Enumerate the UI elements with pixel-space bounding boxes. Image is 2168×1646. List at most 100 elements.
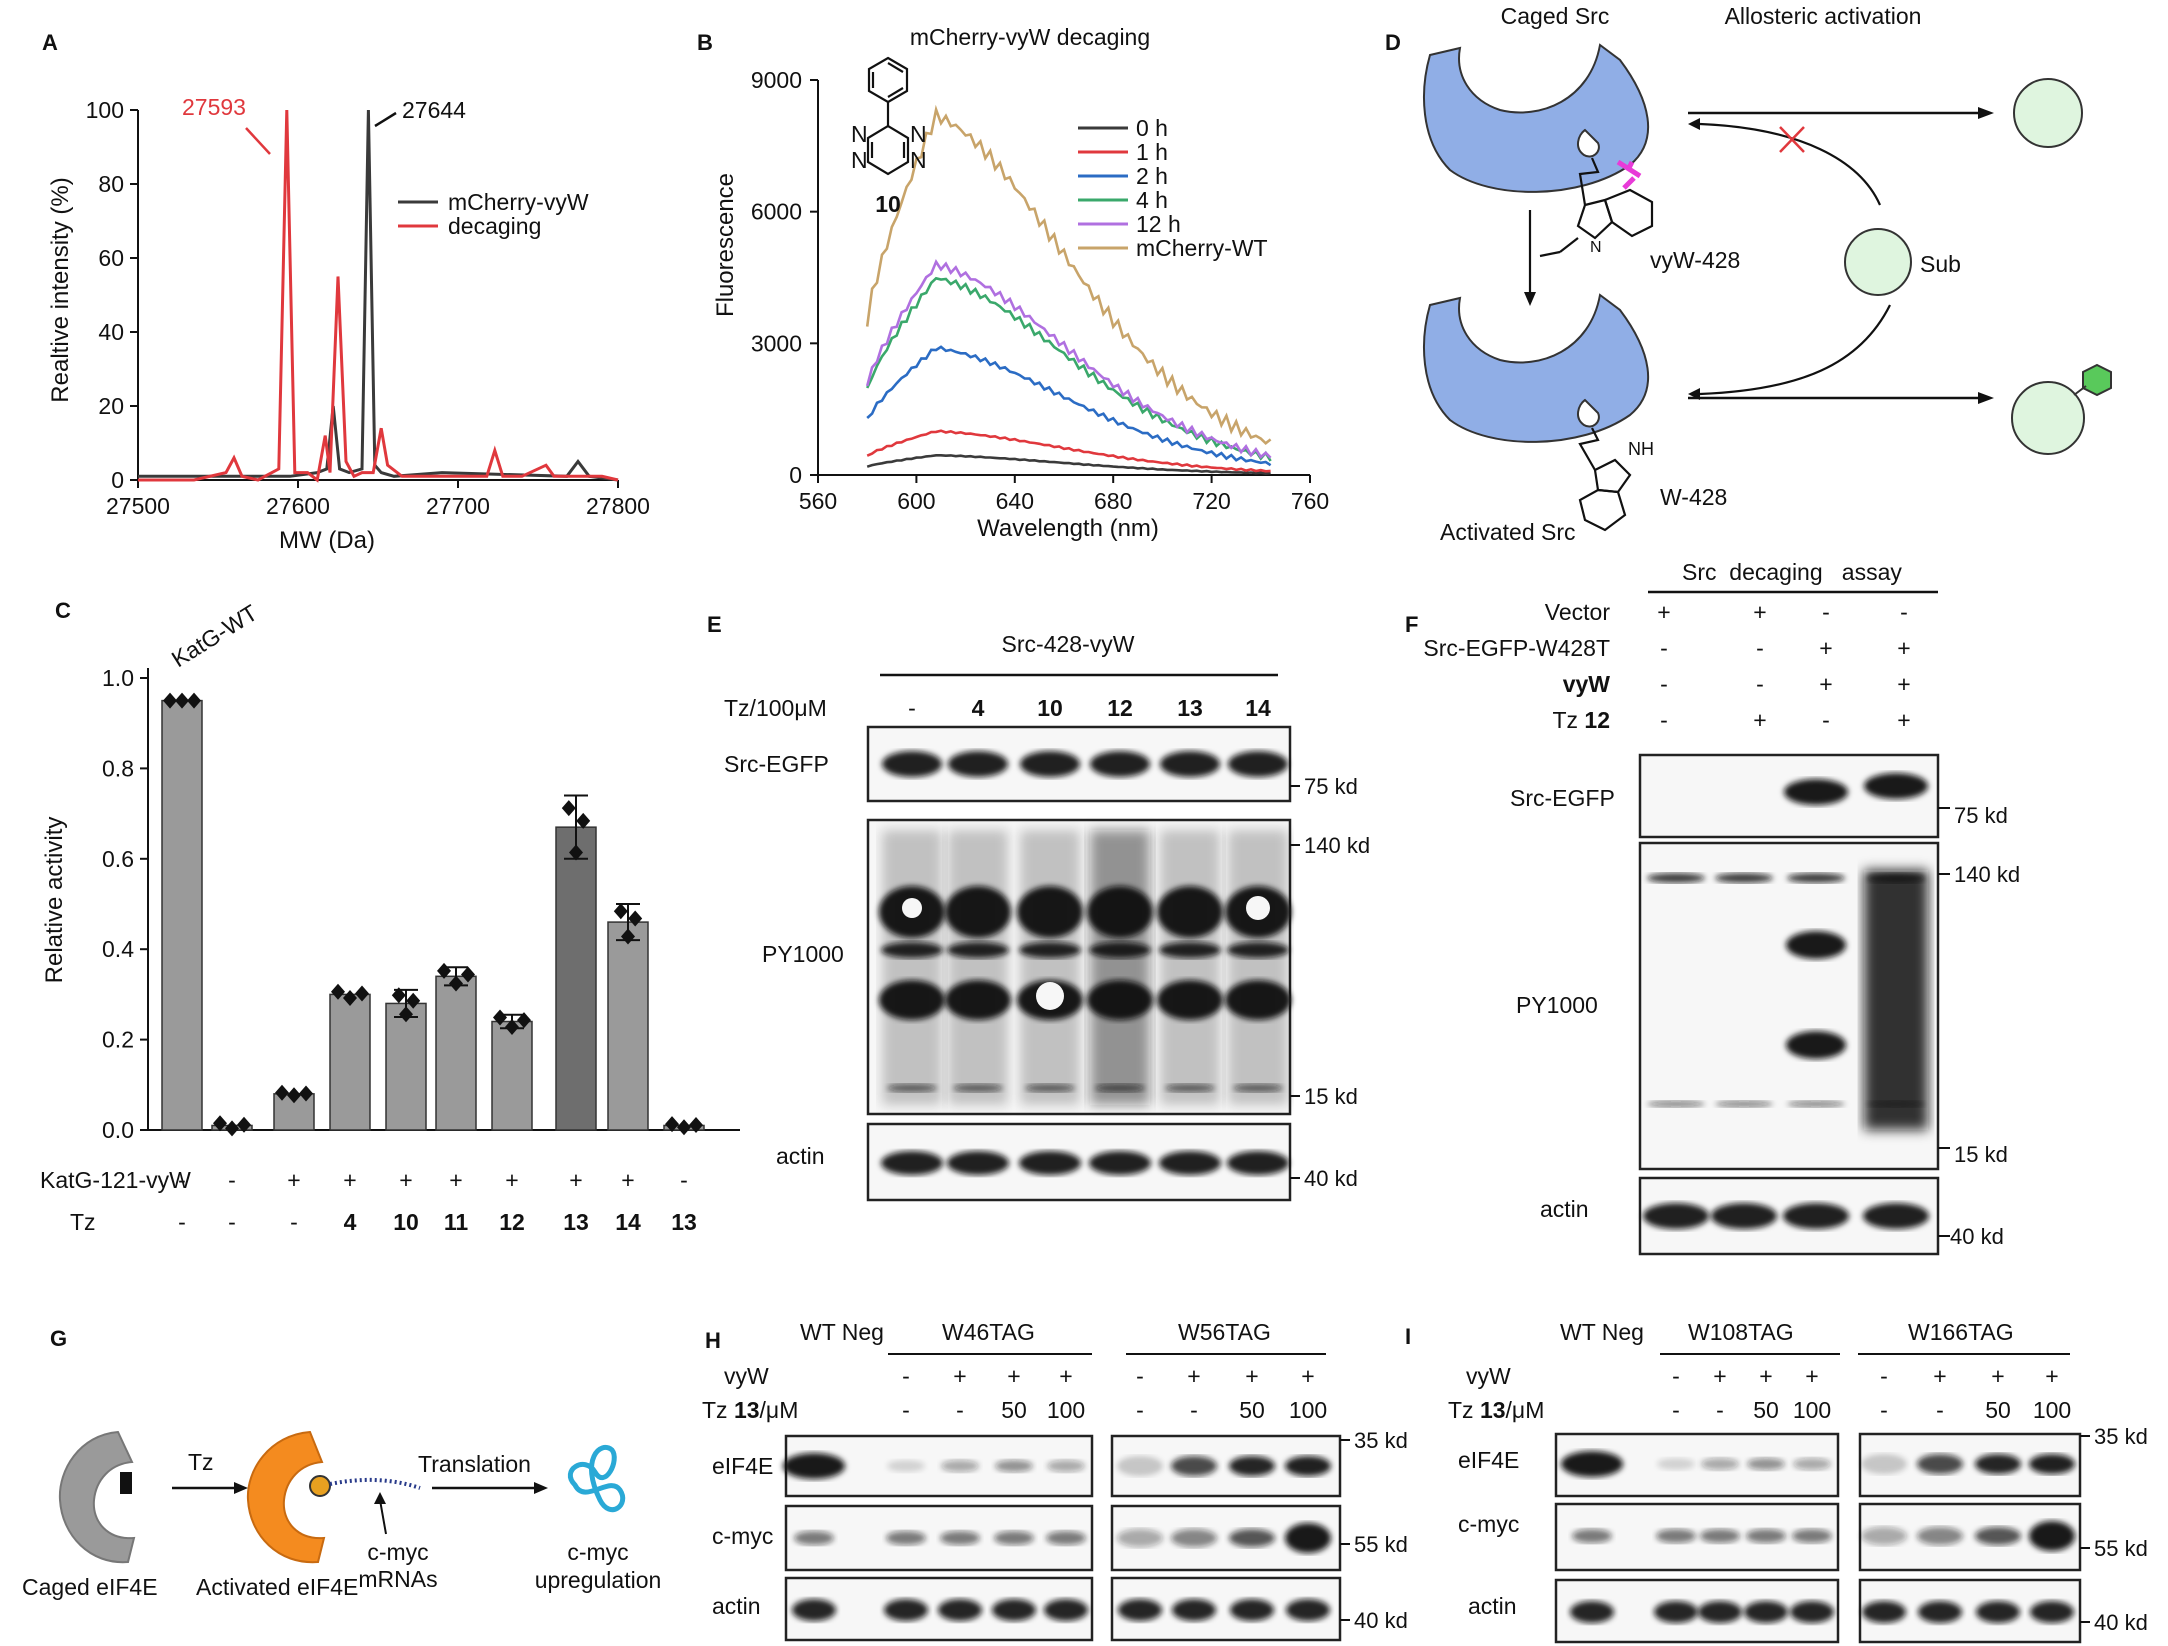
condition-symbol: - bbox=[1660, 635, 1668, 661]
y-tick-label: 9000 bbox=[751, 67, 802, 93]
caged-src-enzyme bbox=[1423, 43, 1650, 193]
band bbox=[947, 942, 1009, 958]
tz-value: 100 bbox=[1047, 1397, 1085, 1423]
tz-condition: 10 bbox=[393, 1209, 419, 1235]
vyw-symbol: + bbox=[953, 1363, 966, 1389]
band bbox=[1227, 1151, 1289, 1175]
group-label: W166TAG bbox=[1908, 1319, 2014, 1345]
blot-label: Src-EGFP bbox=[1510, 785, 1615, 811]
activity-bar bbox=[385, 1002, 427, 1131]
vyw-symbol: - bbox=[1672, 1363, 1680, 1389]
vyw-symbol: + bbox=[1301, 1363, 1314, 1389]
blot-label: PY1000 bbox=[1516, 992, 1598, 1018]
activity-bar bbox=[161, 699, 203, 1131]
replicate-point bbox=[613, 903, 628, 920]
band bbox=[1227, 942, 1289, 958]
band bbox=[1157, 886, 1223, 938]
replicate-point bbox=[628, 910, 643, 927]
band bbox=[1787, 1101, 1845, 1107]
panel-a: A 0 20 40 60 80 100 27500 27600 27700 27800 Real… bbox=[42, 30, 650, 554]
condition-symbol: + bbox=[449, 1167, 462, 1193]
tz-value: - bbox=[1136, 1397, 1144, 1423]
band bbox=[1654, 1601, 1698, 1623]
y-tick-label: 0.2 bbox=[102, 1027, 134, 1053]
band bbox=[1698, 1601, 1742, 1623]
panel-c-condition-rows: - - + + + + + + + - - - - 4 10 11 12 13 14 13 bbox=[178, 1167, 697, 1235]
replicate-point bbox=[576, 812, 591, 829]
n-atom: N bbox=[1590, 239, 1602, 256]
blot-label: eIF4E bbox=[1458, 1447, 1519, 1473]
translation-arrowhead-icon bbox=[534, 1482, 548, 1494]
caged-eif4e-shape bbox=[58, 1430, 136, 1564]
band bbox=[1715, 1101, 1773, 1107]
panel-f-conditions: Vector + + - - Src-EGFP-W428T - - + + vyW - - + + Tz 12… bbox=[1423, 599, 1910, 733]
legend-decaging: decaging bbox=[448, 213, 541, 239]
band bbox=[2030, 1601, 2074, 1623]
condition-label: Vector bbox=[1545, 599, 1611, 625]
panel-c-ylabel: Relative activity bbox=[41, 817, 68, 984]
vyw-symbol: + bbox=[1245, 1363, 1258, 1389]
panel-g: G Caged eIF4E Tz Activated eIF4E c-myc m… bbox=[22, 1326, 661, 1600]
replicate-point bbox=[331, 983, 345, 1000]
mw-marker: 15 kd bbox=[1304, 1084, 1358, 1109]
replicate-point bbox=[665, 1116, 679, 1133]
blot-spot bbox=[1246, 896, 1270, 920]
legend-entry: 2 h bbox=[1136, 163, 1168, 189]
condition-symbol: - bbox=[680, 1167, 688, 1193]
cap-bound-icon bbox=[309, 1475, 331, 1497]
vyw-428-structure bbox=[1539, 157, 1654, 258]
condition-symbol: - bbox=[1822, 599, 1830, 625]
band bbox=[1975, 1527, 2021, 1545]
y-tick-label: 3000 bbox=[751, 330, 802, 356]
panel-b-x-ticks: 560 600 640 680 720 760 bbox=[799, 475, 1329, 514]
blocked-arrowhead-icon bbox=[1688, 118, 1700, 130]
band bbox=[1570, 1601, 1614, 1623]
y-tick-label: 0.0 bbox=[102, 1117, 134, 1143]
band bbox=[995, 1460, 1033, 1472]
mw-marker: 55 kd bbox=[2094, 1536, 2148, 1561]
activity-bar bbox=[555, 826, 597, 1131]
py-smear bbox=[1864, 870, 1928, 1130]
band bbox=[940, 1531, 980, 1545]
band bbox=[945, 886, 1011, 938]
mrna-label-1: c-myc bbox=[367, 1539, 428, 1565]
tz-condition: - bbox=[228, 1209, 236, 1235]
group-label: W108TAG bbox=[1688, 1319, 1794, 1345]
blot-label: eIF4E bbox=[712, 1453, 773, 1479]
band bbox=[1229, 1456, 1275, 1476]
y-tick-label: 6000 bbox=[751, 199, 802, 225]
band bbox=[1861, 1527, 1907, 1545]
mrna-strand bbox=[329, 1477, 421, 1490]
band bbox=[1647, 873, 1705, 883]
band bbox=[1025, 1084, 1075, 1092]
py-smear bbox=[1090, 830, 1150, 1105]
py-smear bbox=[948, 830, 1008, 1105]
tz-row-label: Tz 13/μM bbox=[1448, 1397, 1544, 1423]
vyw-symbol: - bbox=[1880, 1363, 1888, 1389]
panel-d-label: D bbox=[1385, 30, 1401, 55]
x-tick-label: 27500 bbox=[106, 493, 170, 519]
mrna-pointer bbox=[379, 1499, 387, 1535]
panel-c-bars bbox=[161, 692, 705, 1137]
band bbox=[2029, 1521, 2075, 1551]
y-tick-label: 0.6 bbox=[102, 846, 134, 872]
band bbox=[1918, 1601, 1962, 1623]
band bbox=[1230, 1599, 1274, 1621]
replicate-point bbox=[213, 1115, 227, 1132]
condition-symbol: + bbox=[1897, 707, 1910, 733]
lane-label: 12 bbox=[1107, 695, 1133, 721]
band bbox=[947, 1151, 1009, 1175]
band bbox=[1572, 1529, 1612, 1543]
activated-eif4e-label: Activated eIF4E bbox=[196, 1574, 358, 1600]
wt-neg-label: WT Neg bbox=[800, 1319, 884, 1345]
band bbox=[1917, 1527, 1963, 1545]
band bbox=[884, 1599, 928, 1621]
band bbox=[1976, 1601, 2020, 1623]
mw-marker: 75 kd bbox=[1954, 803, 2008, 828]
x-tick-label: 27600 bbox=[266, 493, 330, 519]
replicate-point bbox=[391, 987, 406, 1004]
tz-value: - bbox=[1880, 1397, 1888, 1423]
mw-marker: 35 kd bbox=[2094, 1424, 2148, 1449]
band bbox=[1117, 1529, 1163, 1547]
replicate-point bbox=[461, 966, 475, 983]
